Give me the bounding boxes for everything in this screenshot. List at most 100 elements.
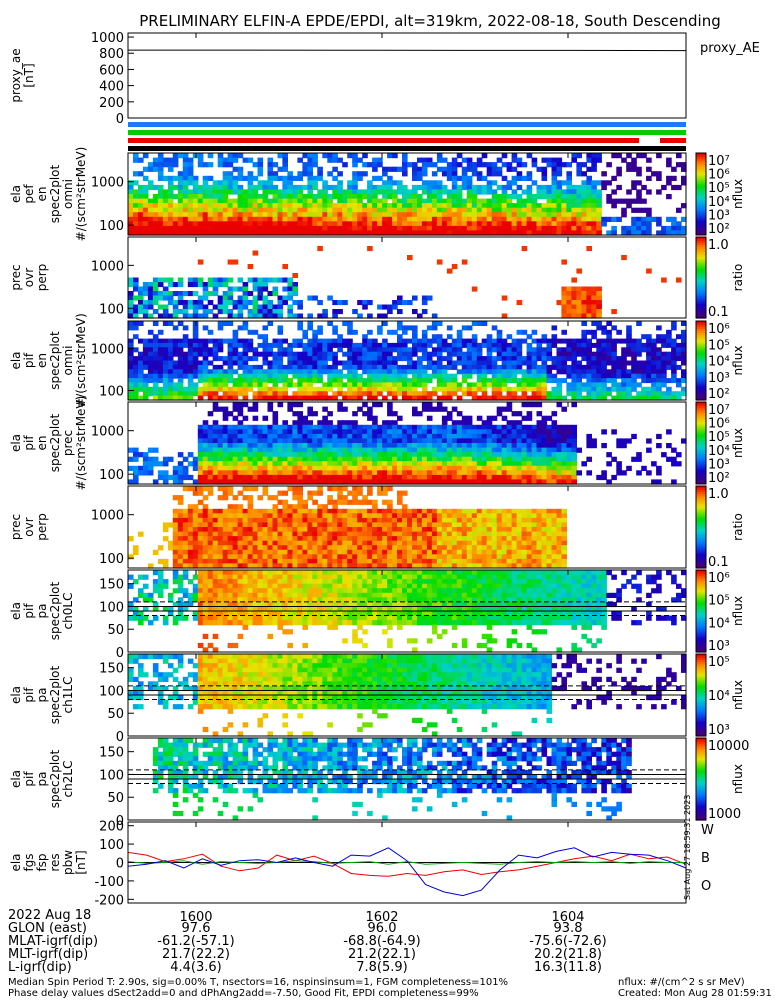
heatmap-cell <box>551 157 558 163</box>
heatmap-cell <box>491 415 498 421</box>
heatmap-cell <box>451 429 458 435</box>
heatmap-cell <box>242 203 249 209</box>
heatmap-cell <box>421 184 428 191</box>
heatmap-cell <box>332 342 338 348</box>
heatmap-cell <box>676 230 682 236</box>
heatmap-cell <box>397 325 403 331</box>
heatmap-cell <box>412 194 418 200</box>
heatmap-cell <box>337 207 343 213</box>
heatmap-cell <box>397 415 403 421</box>
heatmap-cell <box>197 364 204 370</box>
heatmap-cell <box>217 356 224 362</box>
heatmap-cell <box>317 351 323 357</box>
heatmap-cell <box>292 338 298 344</box>
heatmap-cell <box>551 180 558 186</box>
heatmap-cell <box>556 347 563 353</box>
heatmap-cell <box>197 369 204 375</box>
heatmap-cell <box>237 452 244 458</box>
heatmap-cell <box>297 221 303 227</box>
elaif_omni-colorbar-cell <box>696 394 706 397</box>
heatmap-cell <box>157 373 164 379</box>
heatmap-cell <box>347 342 353 348</box>
heatmap-cell <box>292 443 298 449</box>
heatmap-cell <box>646 221 652 227</box>
elaif_prec-colorbar-cell <box>696 438 706 442</box>
heatmap-cell <box>152 334 159 340</box>
heatmap-cell <box>177 499 184 505</box>
heatmap-cell <box>187 171 194 177</box>
heatmap-cell <box>242 378 249 384</box>
heatmap-cell <box>307 338 313 344</box>
heatmap-cell <box>292 369 298 375</box>
heatmap-cell <box>421 443 428 449</box>
heatmap-cell <box>297 157 303 163</box>
heatmap-cell <box>397 295 403 301</box>
heatmap-cell <box>157 162 164 168</box>
heatmap-cell <box>202 207 209 213</box>
heatmap-cell <box>142 282 149 288</box>
heatmap-cell <box>621 438 627 444</box>
heatmap-cell <box>367 369 373 375</box>
heatmap-cell <box>162 461 169 467</box>
heatmap-cell <box>541 203 548 209</box>
heatmap-cell <box>521 356 528 362</box>
heatmap-cell <box>511 351 518 357</box>
heatmap-cell <box>352 351 358 357</box>
heatmap-cell <box>551 452 558 458</box>
heatmap-cell <box>656 395 662 401</box>
heatmap-cell <box>222 309 229 315</box>
heatmap-cell <box>506 406 513 412</box>
heatmap-cell <box>666 230 672 236</box>
heatmap-cell <box>272 194 279 200</box>
heatmap-cell <box>421 424 428 430</box>
heatmap-cell <box>581 207 587 213</box>
heatmap-cell <box>138 395 144 401</box>
heatmap-cell <box>172 291 179 297</box>
heatmap-cell <box>197 424 204 430</box>
heatmap-cell <box>347 338 353 344</box>
heatmap-cell <box>267 304 274 310</box>
heatmap-cell <box>192 490 199 496</box>
heatmap-cell <box>252 221 259 227</box>
heatmap-cell <box>412 382 418 388</box>
prec_ovr_perp_e-colorbar-cell <box>696 265 706 268</box>
heatmap-cell <box>506 198 513 204</box>
heatmap-cell <box>387 360 393 366</box>
heatmap-cell <box>681 230 687 236</box>
prec_ovr_perp_e-colorbar-cell <box>696 271 706 274</box>
heatmap-cell <box>392 424 398 430</box>
heatmap-cell <box>566 433 572 440</box>
heatmap-cell <box>177 465 184 471</box>
heatmap-cell <box>676 391 682 397</box>
heatmap-cell <box>317 171 323 177</box>
heatmap-cell <box>451 386 458 392</box>
heatmap-cell <box>142 291 149 297</box>
heatmap-cell <box>526 479 533 485</box>
heatmap-cell <box>511 189 518 195</box>
heatmap-cell <box>516 342 523 348</box>
heatmap-cell <box>222 433 229 440</box>
heatmap-cell <box>501 424 508 430</box>
heatmap-cell <box>456 153 463 159</box>
heatmap-cell <box>651 479 657 485</box>
heatmap-cell <box>377 378 383 384</box>
heatmap-cell <box>242 563 249 569</box>
heatmap-cell <box>257 391 264 397</box>
heatmap-cell <box>421 438 428 444</box>
heatmap-cell <box>312 203 318 209</box>
heatmap-cell <box>436 447 443 453</box>
heatmap-cell <box>641 334 647 340</box>
heatmap-cell <box>556 456 563 462</box>
heatmap-cell <box>387 304 393 310</box>
heatmap-cell <box>661 395 667 401</box>
heatmap-cell <box>232 230 239 236</box>
heatmap-cell <box>222 198 229 204</box>
heatmap-cell <box>222 549 229 555</box>
heatmap-cell <box>312 157 318 163</box>
heatmap-cell <box>387 212 393 218</box>
heatmap-cell <box>172 225 179 232</box>
heatmap-cell <box>227 558 234 565</box>
heatmap-cell <box>307 382 313 388</box>
heatmap-cell <box>133 282 139 288</box>
heatmap-cell <box>302 184 308 191</box>
